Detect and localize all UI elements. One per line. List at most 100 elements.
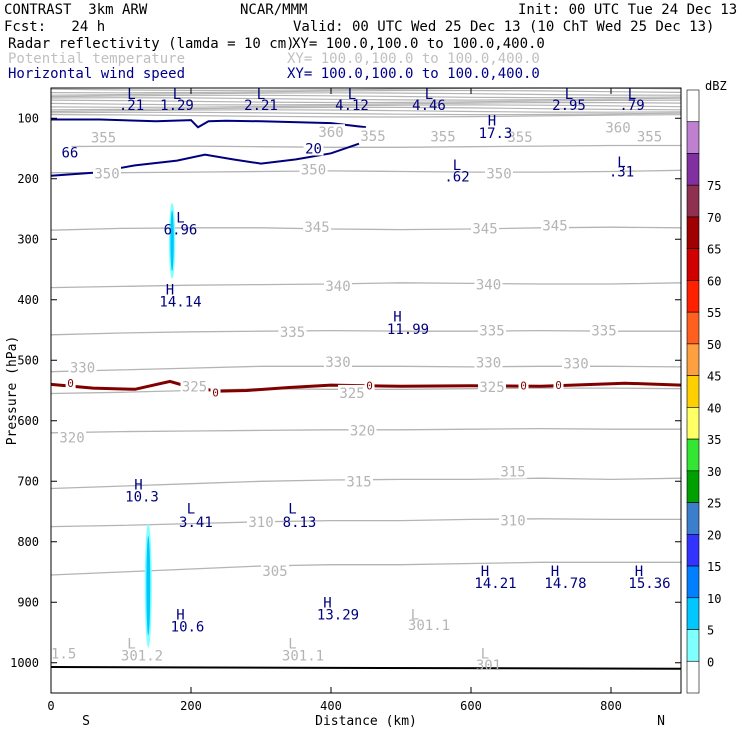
theta-label-bg bbox=[93, 165, 121, 181]
y-tick-label: 700 bbox=[17, 474, 39, 488]
reflectivity-core-1 bbox=[170, 210, 174, 272]
theta-label: 335 bbox=[479, 324, 504, 340]
wind-label: 14.21 bbox=[474, 576, 516, 592]
theta-label: 325 bbox=[479, 380, 504, 396]
colorbar: 0 5 10 15 20 25 30 35 40 45 50 55 60 65 70 75 dBZ bbox=[686, 79, 727, 694]
theta-label: 355 bbox=[507, 130, 532, 146]
wind-label: 3.41 bbox=[179, 515, 213, 531]
theta-extreme-label: L bbox=[411, 607, 419, 623]
y-tick-label: 1000 bbox=[10, 656, 39, 670]
wind-label: L bbox=[628, 87, 636, 103]
wind-label: H bbox=[166, 282, 174, 298]
y-tick-label: 500 bbox=[17, 353, 39, 367]
wind-label: 6.96 bbox=[164, 223, 198, 239]
theta-label-bg bbox=[474, 354, 503, 370]
theta-label: 360 bbox=[605, 120, 630, 136]
zero-label-bg bbox=[210, 386, 221, 399]
zero-contour bbox=[50, 379, 682, 670]
wind-label: H bbox=[488, 114, 496, 130]
theta-contour-upper bbox=[50, 109, 682, 113]
wind-label: 66 bbox=[62, 146, 79, 162]
colorbar-tick-label: 25 bbox=[707, 497, 721, 511]
colorbar-tick-label: 50 bbox=[707, 338, 721, 352]
colorbar-tick-label: 70 bbox=[707, 211, 721, 225]
theta-label: 355 bbox=[360, 129, 385, 145]
colorbar-swatch bbox=[686, 311, 700, 345]
theta-label-bg bbox=[338, 384, 366, 400]
theta-label-bg bbox=[635, 128, 664, 144]
theta-label: 330 bbox=[70, 361, 95, 377]
colorbar-swatch bbox=[686, 248, 700, 281]
theta-label: 325 bbox=[182, 379, 207, 395]
y-tick-label: 300 bbox=[17, 232, 39, 246]
colorbar-swatch bbox=[686, 629, 700, 662]
wind-label: 1.29 bbox=[160, 98, 194, 114]
theta-contour-upper bbox=[50, 97, 682, 101]
wind-label: 14.14 bbox=[159, 295, 201, 311]
init-label: Init: 00 UTC Tue 24 Dec 13 bbox=[518, 2, 738, 18]
colorbar-tick-label: 65 bbox=[707, 243, 721, 257]
forecast-label: Fcst: 24 h bbox=[4, 19, 106, 35]
theta-contour-upper bbox=[50, 104, 682, 108]
colorbar-tick-label: 75 bbox=[707, 179, 721, 193]
theta-label-bg bbox=[303, 219, 331, 235]
wind-label: L bbox=[288, 501, 296, 517]
colorbar-swatch bbox=[686, 343, 700, 376]
theta-extreme-label: 301.1 bbox=[282, 648, 324, 664]
wind-label: L bbox=[187, 501, 195, 517]
wind-label: H bbox=[481, 564, 489, 580]
theta-label-bg bbox=[317, 124, 345, 140]
wind-label: H bbox=[134, 477, 142, 493]
theta-label-bg bbox=[604, 119, 632, 135]
surface-line bbox=[50, 666, 682, 670]
theta-contour-upper bbox=[50, 89, 682, 94]
wind-label: 17.3 bbox=[479, 126, 513, 142]
theta-label: 360 bbox=[318, 125, 343, 141]
wind-label: L bbox=[453, 158, 461, 174]
theta-extreme-label: 301.1 bbox=[408, 618, 450, 634]
wind-label: .21 bbox=[119, 98, 144, 114]
theta-extreme-label: 1.5 bbox=[51, 647, 76, 663]
theta-label-bg bbox=[478, 378, 506, 394]
theta-contour-upper bbox=[50, 114, 682, 118]
wind-label: 20 bbox=[305, 142, 322, 158]
zero-contour-label: 0 bbox=[555, 379, 562, 392]
reflectivity-cells bbox=[144, 202, 176, 648]
theta-label-bg bbox=[541, 217, 569, 233]
theta-contour-340 bbox=[50, 282, 682, 289]
theta-label: 330 bbox=[563, 356, 588, 372]
theta-label: 340 bbox=[476, 278, 501, 294]
colorbar-tick-label: 10 bbox=[707, 592, 721, 606]
colorbar-swatch bbox=[686, 534, 700, 567]
theta-label-bg bbox=[506, 129, 534, 145]
theta-label-bg bbox=[429, 128, 457, 144]
theta-contour-upper bbox=[50, 94, 682, 99]
wind-label: H bbox=[393, 310, 401, 326]
theta-label: 320 bbox=[350, 423, 375, 439]
colorbar-tick-label: 20 bbox=[707, 528, 721, 542]
wind-label: .31 bbox=[609, 164, 634, 180]
colorbar-tick-label: 5 bbox=[707, 624, 714, 638]
theta-label-bg bbox=[345, 473, 373, 489]
theta-contour-upper bbox=[50, 102, 682, 106]
theta-label-bg bbox=[180, 378, 209, 394]
zero-label-bg bbox=[553, 379, 564, 392]
x-tick-label: 800 bbox=[600, 699, 622, 713]
theta-label-bg bbox=[58, 429, 86, 445]
colorbar-swatch bbox=[686, 375, 700, 408]
zero-contour-label: 0 bbox=[67, 377, 74, 390]
theta-label-bg bbox=[89, 129, 118, 145]
wind-label-bg bbox=[303, 140, 324, 156]
theta-label: 310 bbox=[500, 514, 525, 530]
theta-label: 335 bbox=[591, 324, 616, 340]
theta-label: 320 bbox=[59, 431, 84, 447]
theta-label: 305 bbox=[262, 564, 287, 580]
colorbar-swatch bbox=[686, 184, 700, 218]
theta-contour-345 bbox=[50, 226, 682, 231]
wind-label: H bbox=[635, 564, 643, 580]
zero-label-bg bbox=[364, 379, 375, 392]
field2-label: Potential temperature bbox=[8, 51, 186, 67]
colorbar-swatch bbox=[686, 280, 700, 313]
theta-contour-upper bbox=[50, 106, 682, 111]
